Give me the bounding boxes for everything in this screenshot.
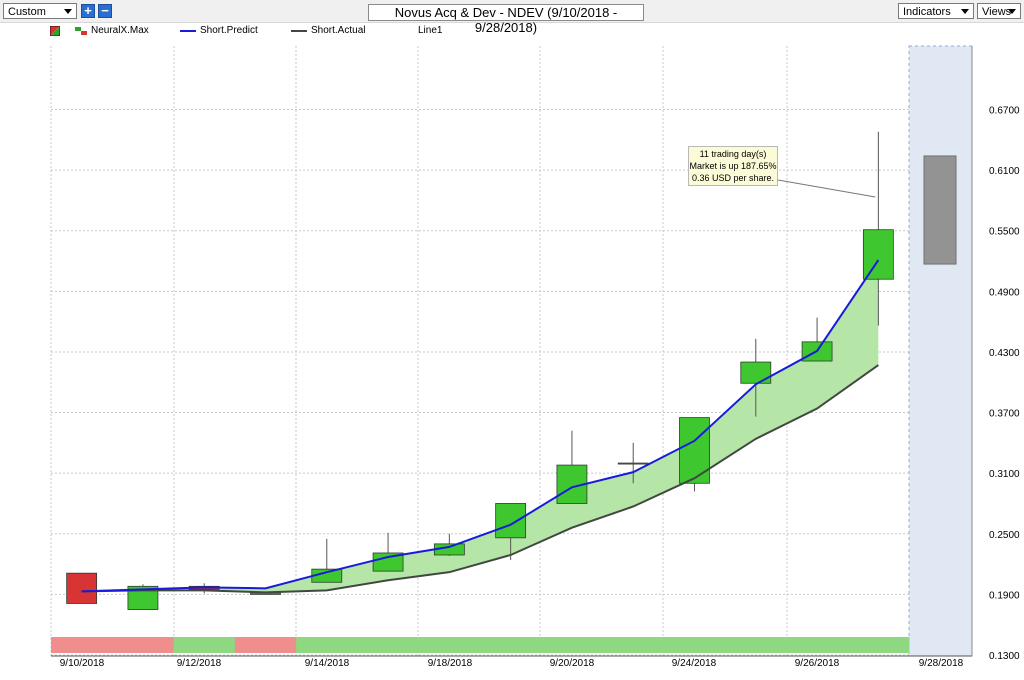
candlestick-chart[interactable]: 0.6700 0.6100 0.5500 0.4900 0.4300 0.3700 0.31… [0, 40, 1024, 680]
neuralx-segment [602, 637, 665, 653]
candle-body [495, 503, 527, 539]
forecast-region [908, 45, 973, 657]
candle-body [127, 585, 159, 610]
x-tick-label: 9/28/2018 [919, 658, 964, 669]
neuralx-segment [234, 637, 297, 653]
callout-leader [777, 179, 876, 198]
legend-predict-swatch [180, 30, 196, 32]
remove-button[interactable]: − [98, 4, 112, 18]
chevron-down-icon [1008, 9, 1016, 14]
candle-body [372, 552, 404, 572]
legend-neuralx: NeuralX.Max [91, 25, 149, 36]
neuralx-segment [725, 637, 787, 653]
prediction-band [81, 260, 879, 593]
forecast-candle [923, 155, 957, 265]
y-tick-label: 0.3700 [989, 409, 1020, 420]
indicators-label: Indicators [903, 6, 951, 18]
x-tick-label: 9/26/2018 [795, 658, 840, 669]
neuralx-segment [112, 637, 175, 653]
period-select-value: Custom [8, 6, 46, 18]
short-actual-line [81, 364, 879, 594]
views-dropdown[interactable]: Views [977, 3, 1021, 19]
y-tick-label: 0.1900 [989, 590, 1020, 601]
candle-body [740, 361, 772, 384]
neuralx-segment [51, 637, 113, 653]
neuralx-segment [786, 637, 849, 653]
legend-line1: Line1 [418, 25, 443, 36]
legend-short-actual: Short.Actual [311, 25, 366, 36]
callout-usd: 0.36 USD per share. [691, 173, 775, 183]
x-tick-label: 9/24/2018 [672, 658, 717, 669]
neuralx-segment [480, 637, 542, 653]
candle-body [617, 462, 649, 465]
short-predict-line [81, 259, 880, 593]
x-tick-label: 9/18/2018 [428, 658, 473, 669]
neuralx-segment [173, 637, 236, 653]
neuralx-segment [847, 637, 910, 653]
x-tick-label: 9/10/2018 [60, 658, 105, 669]
candle-body [679, 417, 710, 484]
y-tick-label: 0.5500 [989, 227, 1020, 238]
y-tick-label: 0.3100 [989, 469, 1020, 480]
neuralx-segment [296, 637, 358, 653]
callout-days: 11 trading day(s) [699, 149, 767, 159]
x-tick-label: 9/12/2018 [177, 658, 222, 669]
y-tick-label: 0.2500 [989, 530, 1020, 541]
x-tick-label: 9/20/2018 [550, 658, 595, 669]
y-tick-label: 0.6700 [989, 106, 1020, 117]
performance-callout: 11 trading day(s) Market is up 187.65% 0… [688, 146, 778, 186]
neuralx-segment [541, 637, 604, 653]
chevron-down-icon [64, 9, 72, 14]
neuralx-segment [663, 637, 726, 653]
neuralx-segment [357, 637, 420, 653]
x-tick-label: 9/14/2018 [305, 658, 350, 669]
legend-short-predict: Short.Predict [200, 25, 258, 36]
candle-body [862, 229, 894, 280]
y-tick-label: 0.4900 [989, 287, 1020, 298]
y-tick-label: 0.1300 [989, 651, 1020, 662]
callout-percent: Market is up 187.65% [689, 161, 777, 171]
toolbar: Custom + − Novus Acq & Dev - NDEV (9/10/… [0, 0, 1024, 35]
legend-color-icon [50, 26, 60, 36]
chevron-down-icon [961, 9, 969, 14]
views-label: Views [982, 6, 1012, 18]
y-tick-label: 0.4300 [989, 348, 1020, 359]
add-button[interactable]: + [81, 4, 95, 18]
indicators-dropdown[interactable]: Indicators [898, 3, 974, 19]
y-tick-label: 0.6100 [989, 166, 1020, 177]
candle-body [66, 572, 98, 604]
legend: NeuralX.Max Short.Predict Short.Actual L… [0, 23, 1024, 39]
neuralx-segment [418, 637, 481, 653]
neuralx-swatch-icon [75, 27, 87, 35]
chart-title: Novus Acq & Dev - NDEV (9/10/2018 - 9/28… [368, 4, 644, 35]
period-select[interactable]: Custom [3, 3, 77, 19]
legend-actual-swatch [291, 30, 307, 32]
